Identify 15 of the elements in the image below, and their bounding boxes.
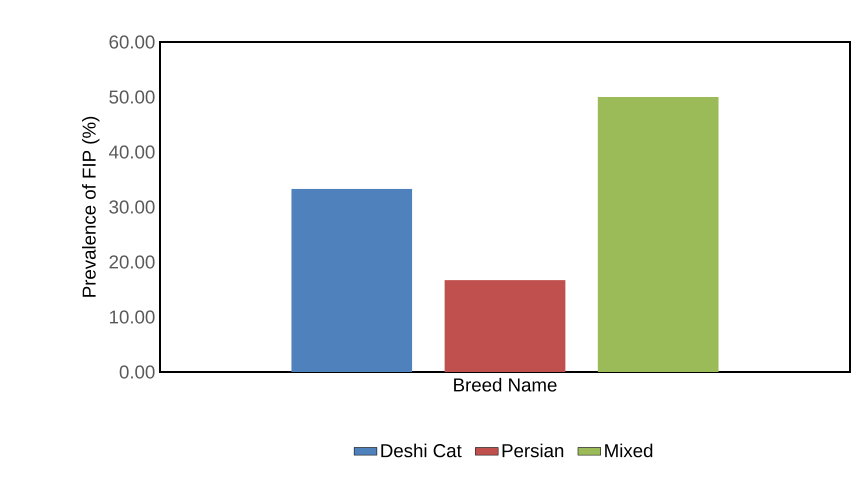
x-axis-title: Breed Name [454, 378, 557, 392]
legend-label: Deshi Cat [381, 444, 462, 458]
bar [598, 96, 719, 372]
bar [291, 188, 412, 372]
y-tick-label: 10.00 [110, 310, 155, 324]
legend-label: Persian [502, 444, 564, 458]
y-axis-title: Prevalence of FIP (%) [82, 116, 100, 297]
bar [444, 280, 566, 372]
y-tick-label: 50.00 [109, 90, 155, 104]
y-tick-label: 20.00 [110, 255, 155, 269]
y-tick-label: 40.00 [109, 145, 155, 159]
y-tick-label: 0.00 [120, 365, 155, 379]
y-tick-label: 60.00 [110, 35, 155, 49]
legend-label: Mixed [605, 444, 652, 458]
y-tick-label: 30.00 [109, 200, 155, 214]
